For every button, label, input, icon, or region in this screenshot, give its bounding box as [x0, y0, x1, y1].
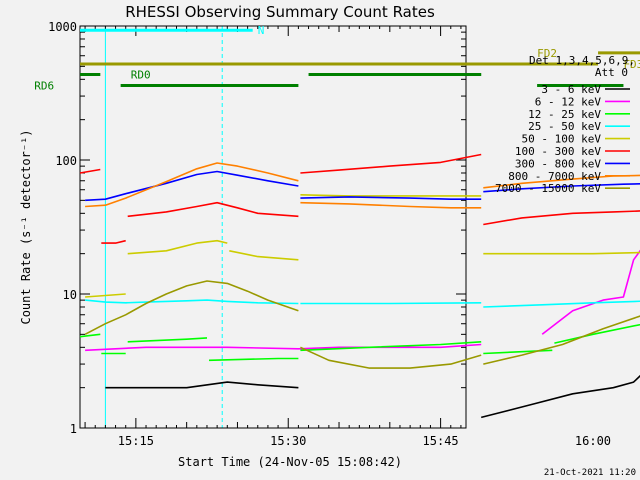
series-line-3-seg-0: [85, 299, 299, 305]
series-line-4-seg-3: [300, 194, 482, 197]
night-bands: [104, 26, 223, 428]
series-line-5-seg-4: [483, 210, 640, 226]
footer-timestamp: 21-Oct-2021 11:20: [544, 468, 636, 478]
y-axis: 1 10 100 1000: [48, 20, 466, 436]
legend-header-line-2: Att 0: [595, 66, 628, 79]
x-tick-label: 15:30: [270, 434, 306, 448]
series-line-2-seg-2: [127, 337, 208, 343]
series-line-8-seg-1: [300, 346, 482, 369]
plot-frame: [79, 25, 467, 429]
x-tick-label: 15:45: [423, 434, 459, 448]
series-line-2-seg-6: [554, 323, 640, 344]
series-line-6-seg-0: [85, 170, 299, 202]
series-line-2-seg-4: [300, 341, 482, 352]
series-line-6-seg-1: [300, 196, 482, 200]
series-line-5-seg-3: [300, 153, 482, 174]
chart-title: RHESSI Observing Summary Count Rates: [125, 3, 435, 21]
legend-label: 3 - 6 keV: [541, 83, 601, 96]
series-line-8-seg-0: [84, 280, 299, 336]
legend-label: 800 - 7000 keV: [508, 170, 601, 183]
legend-label: 12 - 25 keV: [528, 108, 601, 121]
series-line-2-seg-3: [208, 357, 299, 362]
flag-bars: NFFD2FD3RD0RD6: [34, 24, 640, 92]
y-axis-label: Count Rate (s⁻¹ detector⁻¹): [19, 129, 33, 324]
series-line-3-seg-1: [300, 302, 482, 305]
x-tick-label: 15:15: [118, 434, 154, 448]
legend-label: 100 - 300 keV: [515, 145, 601, 158]
legend-label: 25 - 50 keV: [528, 120, 601, 133]
flag-label-n: N: [258, 24, 265, 37]
series-line-4-seg-4: [483, 251, 640, 255]
y-tick-label: 1: [70, 422, 77, 436]
series-line-8-seg-2: [483, 315, 640, 365]
series-line-4-seg-0: [85, 293, 126, 298]
series-line-1-seg-0: [85, 343, 482, 352]
series-line-2-seg-0: [79, 333, 101, 338]
series-line-7-seg-2: [483, 174, 640, 189]
flag-label-rd6: RD6: [34, 79, 54, 92]
series-line-5-seg-2: [127, 201, 299, 218]
y-tick-label: 1000: [48, 20, 77, 34]
series-line-0-seg-1: [481, 374, 640, 419]
series-lines: [79, 153, 640, 419]
series-line-4-seg-2: [229, 250, 299, 261]
series-line-1-seg-1: [541, 249, 640, 335]
y-tick-label: 100: [55, 154, 77, 168]
series-line-4-seg-1: [127, 239, 228, 255]
x-axis-label: Start Time (24-Nov-05 15:08:42): [178, 455, 402, 469]
flag-label-rd0: RD0: [131, 68, 151, 81]
series-line-5-seg-0: [79, 168, 101, 174]
series-line-7-seg-0: [85, 162, 299, 208]
series-line-6-seg-2: [483, 183, 640, 193]
series-line-2-seg-5: [483, 349, 553, 355]
flag-label-fd3: FD3: [623, 58, 640, 71]
legend-label: 6 - 12 keV: [535, 95, 602, 108]
series-line-5-seg-1: [101, 239, 126, 244]
series-line-7-seg-1: [300, 201, 482, 209]
series-line-3-seg-2: [483, 300, 640, 308]
flag-label-fd2: FD2: [537, 47, 557, 60]
legend-label: 50 - 100 keV: [522, 133, 602, 146]
legend-header-line-1: Det 1,3,4,5,6,9,: [529, 54, 635, 67]
series-line-0-seg-0: [105, 381, 299, 389]
x-tick-label: 16:00: [575, 434, 611, 448]
legend-label: 7000 - 15000 keV: [495, 182, 601, 195]
y-tick-label: 10: [63, 288, 77, 302]
legend-label: 300 - 800 keV: [515, 157, 601, 170]
